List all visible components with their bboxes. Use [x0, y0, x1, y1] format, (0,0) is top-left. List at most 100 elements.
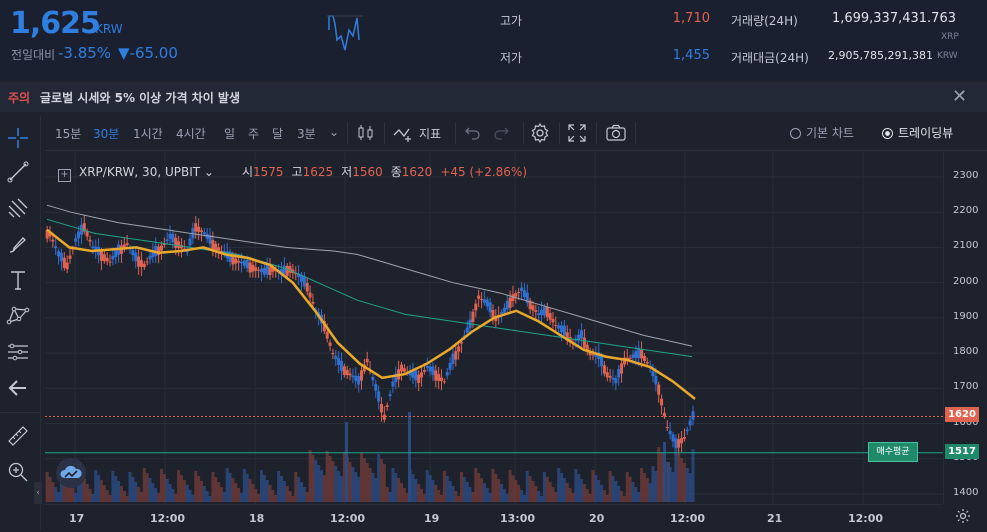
candle — [542, 306, 546, 316]
volume-label: 거래량(24H) — [731, 14, 798, 28]
candle — [565, 332, 569, 341]
fullscreen-icon[interactable] — [567, 123, 587, 143]
candle — [622, 357, 626, 365]
pattern-icon[interactable] — [6, 304, 30, 328]
candle — [634, 351, 638, 358]
volume-bar — [262, 475, 266, 502]
settings-icon[interactable] — [529, 122, 551, 144]
volume-bar — [620, 491, 624, 502]
candle — [348, 373, 352, 376]
volume-bar — [380, 459, 384, 502]
volume-bar — [605, 495, 609, 502]
price-currency: KRW — [95, 22, 123, 36]
candle-type-icon[interactable] — [356, 123, 376, 143]
volume-bar — [282, 481, 286, 502]
time-tick-label: 18 — [249, 512, 265, 525]
interval-3m[interactable]: 3분 — [297, 127, 316, 141]
candle — [434, 370, 438, 381]
volume-bar — [119, 486, 123, 502]
pitchfork-icon[interactable] — [6, 196, 30, 220]
candle — [417, 374, 421, 384]
fib-icon[interactable] — [6, 340, 30, 364]
candle — [194, 223, 198, 232]
crosshair-icon[interactable] — [6, 126, 30, 150]
tradingview-radio[interactable]: 트레이딩뷰 — [882, 124, 953, 141]
time-tick-label: 12:00 — [848, 512, 884, 525]
time-axis[interactable]: 17 12:00 18 12:00 19 13:00 20 12:00 21 12:00 — [45, 504, 943, 532]
candle — [51, 239, 55, 242]
volume-bar — [374, 478, 378, 502]
candle — [268, 266, 272, 276]
volume-bar — [319, 470, 323, 502]
price-tick-label: 2200 — [953, 205, 979, 217]
volume-bar — [668, 467, 672, 502]
volume-bar — [431, 480, 435, 502]
volume-bar — [634, 487, 638, 502]
volume-bar — [414, 479, 418, 502]
price-tick-label: 1900 — [953, 310, 979, 322]
volume-bar — [545, 477, 549, 502]
back-arrow-icon[interactable] — [6, 376, 30, 400]
volume-bar — [79, 474, 83, 502]
volume-bar — [474, 468, 478, 502]
volume-bar — [648, 483, 652, 502]
volume-bar — [268, 485, 272, 502]
zoom-icon[interactable] — [6, 460, 30, 484]
low-value: 1,455 — [672, 48, 710, 63]
candle — [262, 267, 266, 275]
interval-dropdown-icon[interactable]: ⌄ — [329, 125, 340, 139]
interval-week[interactable]: 주 — [248, 127, 260, 141]
change-amount: ▼-65.00 — [118, 44, 178, 62]
indicator-label[interactable]: 지표 — [419, 127, 442, 141]
candle — [488, 302, 492, 313]
sparkline-icon — [327, 15, 363, 51]
redo-icon[interactable] — [492, 124, 510, 142]
amount-value: 2,905,785,291,381 — [828, 49, 933, 62]
candle — [234, 258, 238, 264]
cloud-logo-icon — [56, 458, 86, 488]
candle — [382, 414, 386, 420]
low-label: 저가 — [500, 51, 523, 65]
volume-bar — [494, 474, 498, 502]
candle — [211, 240, 215, 251]
volume-bar — [202, 486, 206, 502]
trendline-icon[interactable] — [6, 160, 30, 184]
volume-bar — [471, 492, 475, 502]
candle — [257, 269, 261, 271]
brush-icon[interactable] — [6, 232, 30, 256]
legend-low-label: 저 — [341, 165, 353, 179]
interval-4h[interactable]: 4시간 — [176, 127, 206, 141]
interval-day[interactable]: 일 — [224, 127, 236, 141]
interval-30m[interactable]: 30분 — [93, 127, 120, 141]
camera-icon[interactable] — [605, 123, 627, 143]
volume-bar — [540, 496, 544, 502]
volume-bar — [299, 482, 303, 502]
volume-bar — [157, 493, 161, 502]
volume-bar — [502, 489, 506, 502]
candle — [245, 259, 249, 269]
candle — [157, 246, 161, 256]
interval-1h[interactable]: 1시간 — [133, 127, 163, 141]
text-icon[interactable] — [6, 268, 30, 292]
price-chart[interactable] — [45, 152, 943, 504]
interval-15m[interactable]: 15분 — [55, 127, 82, 141]
candle — [337, 358, 341, 366]
volume-bar — [179, 475, 183, 502]
candle — [371, 376, 375, 381]
legend-settings-icon[interactable]: + — [58, 169, 71, 182]
interval-month[interactable]: 달 — [272, 127, 284, 141]
candle — [477, 295, 481, 299]
ruler-icon[interactable] — [6, 424, 30, 448]
basic-chart-radio[interactable]: 기본 차트 — [790, 124, 854, 141]
legend-symbol[interactable]: XRP/KRW, 30, UPBIT — [79, 165, 201, 179]
indicator-icon[interactable] — [392, 123, 414, 143]
legend-dropdown-icon[interactable]: ⌄ — [200, 165, 214, 179]
axis-settings-icon[interactable] — [955, 508, 971, 524]
volume-bar — [345, 422, 348, 502]
undo-icon[interactable] — [464, 124, 482, 142]
candle — [339, 360, 343, 372]
close-icon[interactable]: ✕ — [952, 86, 968, 107]
volume-bar — [488, 493, 492, 502]
volume-bar — [451, 486, 455, 502]
collapse-toolbar-icon[interactable]: ‹ — [34, 482, 42, 504]
